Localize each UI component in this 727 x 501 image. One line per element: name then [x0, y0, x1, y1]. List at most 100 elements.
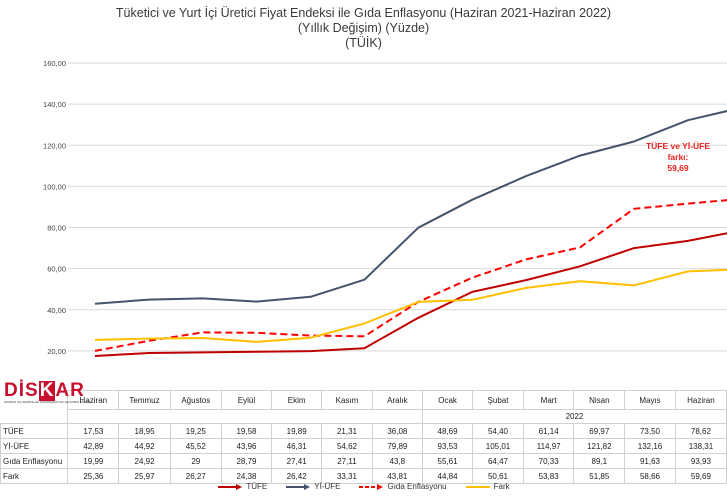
series-line-fark: [94, 268, 727, 343]
category-label: Mart: [522, 390, 575, 410]
series-line-tufe: [94, 232, 727, 357]
table-cell: 59,69: [674, 468, 727, 484]
table-cell: 138,31: [674, 438, 727, 454]
table-cell: 44,84: [421, 468, 474, 484]
table-cell: 18,95: [118, 423, 171, 439]
category-label: Ocak: [421, 390, 474, 410]
y-tick-label: 80,00: [47, 224, 66, 233]
category-label: Mayıs: [624, 390, 676, 410]
y-tick-label: 60,00: [47, 265, 66, 274]
series-line-gida-enflasyonu: [94, 199, 727, 352]
table-cell: 19,25: [169, 423, 222, 439]
y-tick-label: 120,00: [43, 141, 66, 150]
table-cell: 61,14: [522, 423, 575, 439]
table-cell: 69,97: [573, 423, 626, 439]
table-row: Yİ-ÜFE 42,89 44,92 45,52 43,96 46,31 54,62 79,8…: [0, 438, 727, 454]
table-cell: 24,92: [118, 453, 171, 469]
category-label: Temmuz: [118, 390, 171, 410]
table-cell: 26,27: [169, 468, 222, 484]
logo-subtitle: DEVRİMCİ İŞÇİ SENDİKALARI KONFEDERASYONU…: [4, 401, 90, 404]
table-cell: 114,97: [522, 438, 575, 454]
grid-layer: 20,00 40,00 60,00 80,00 100,00 120,00 140,00 16…: [43, 59, 727, 356]
legend-item: Fark: [465, 482, 510, 491]
table-cell: 55,61: [421, 453, 474, 469]
annotation-line2: farkı:: [668, 152, 689, 162]
table-cell: 64,47: [472, 453, 524, 469]
category-label: Eylül: [220, 390, 273, 410]
legend-item: Gıda Enflasyonu: [358, 482, 447, 492]
table-row: TÜFE 17,53 18,95 19,25 19,58 19,89 21,31 36,08 4…: [0, 423, 727, 439]
table-cell: 27,41: [271, 453, 323, 469]
annotation-line1: TÜFE ve Yİ-ÜFE: [646, 141, 710, 151]
table-cell: 43,8: [371, 453, 423, 469]
table-cell: 36,08: [371, 423, 423, 439]
line-chart: 20,00 40,00 60,00 80,00 100,00 120,00 140,00 16…: [43, 59, 727, 357]
table-row: Gıda Enflasyonu 19,99 24,92 29 28,79 27,41 27,…: [0, 453, 727, 469]
legend-swatch: [359, 484, 384, 491]
series-line-yi-ufe: [94, 110, 727, 305]
legend-swatch: [218, 484, 243, 491]
legend-item: Yİ-ÜFE: [285, 482, 340, 491]
table-cell: 91,63: [624, 453, 676, 469]
table-year-spacer: [1, 410, 68, 424]
table-cell: 33,31: [321, 468, 373, 484]
logo-text-b: AR: [55, 380, 85, 401]
table-cell: 44,92: [118, 438, 171, 454]
table-cell: 121,82: [573, 438, 626, 454]
table-cell: 25,97: [118, 468, 171, 484]
legend-label: Yİ-ÜFE: [314, 482, 341, 492]
category-label: Haziran: [674, 390, 727, 410]
year-2021-cell: [67, 409, 423, 424]
y-tick-label: 140,00: [43, 100, 66, 109]
category-label: Ağustos: [169, 390, 222, 410]
table-header-row: Haziran Temmuz Ağustos Eylül Ekim Kasım Aralık…: [1, 390, 727, 410]
legend-swatch: [465, 486, 490, 489]
table-cell: 73,50: [624, 423, 676, 439]
year-label: 2022: [421, 409, 727, 424]
row-label: Yİ-ÜFE: [0, 438, 69, 454]
category-label: Şubat: [472, 390, 524, 410]
table-cell: 21,31: [321, 423, 373, 439]
table-cell: 19,89: [271, 423, 323, 439]
table-cell: 43,81: [371, 468, 423, 484]
table-cell: 46,31: [271, 438, 323, 454]
y-tick-label: 40,00: [47, 306, 66, 315]
table-cell: 42,89: [67, 438, 120, 454]
legend-swatch: [286, 484, 311, 491]
table-cell: 54,40: [472, 423, 524, 439]
chart-title: Tüketici ve Yurt İçi Üretici Fiyat Endek…: [115, 6, 612, 20]
disk-ar-logo: DİSKAR DEVRİMCİ İŞÇİ SENDİKALARI KONFEDE…: [4, 381, 90, 409]
table-year-row: 2022: [1, 409, 727, 424]
legend-label: Gıda Enflasyonu: [387, 482, 447, 492]
table-cell: 17,53: [67, 423, 120, 439]
table-cell: 89,1: [573, 453, 626, 469]
table-cell: 105,01: [472, 438, 524, 454]
row-label: TÜFE: [0, 423, 69, 439]
table-cell: 79,89: [371, 438, 423, 454]
table-cell: 19,58: [220, 423, 273, 439]
category-label: Aralık: [371, 390, 423, 410]
y-tick-label: 100,00: [43, 182, 66, 191]
table-cell: 28,79: [220, 453, 273, 469]
category-label: Ekim: [271, 390, 323, 410]
table-cell: 78,62: [674, 423, 727, 439]
category-label: Kasım: [321, 390, 373, 410]
logo-text-k: K: [38, 380, 56, 401]
table-cell: 43,96: [220, 438, 273, 454]
legend-label: TÜFE: [246, 482, 268, 492]
row-label: Fark: [0, 468, 69, 484]
table-cell: 70,33: [522, 453, 575, 469]
logo-text-a: DİS: [4, 380, 39, 401]
table-cell: 45,52: [169, 438, 222, 454]
table-row: Fark 25,36 25,97 26,27 24,38 26,42 33,31 43,81 4…: [0, 468, 727, 484]
table-cell: 48,69: [421, 423, 474, 439]
category-label: Nisan: [573, 390, 626, 410]
chart-subtitle: (Yıllık Değişim) (Yüzde): [297, 21, 430, 35]
table-cell: 19,99: [67, 453, 120, 469]
table-cell: 29: [169, 453, 222, 469]
chart-legend: TÜFE Yİ-ÜFE Gıda Enflasyonu Fark: [0, 482, 727, 491]
legend-label: Fark: [493, 482, 510, 492]
y-tick-label: 160,00: [43, 59, 66, 68]
data-table: Haziran Temmuz Ağustos Eylül Ekim Kasım Aralık…: [0, 390, 727, 484]
legend-item: TÜFE: [217, 482, 267, 491]
